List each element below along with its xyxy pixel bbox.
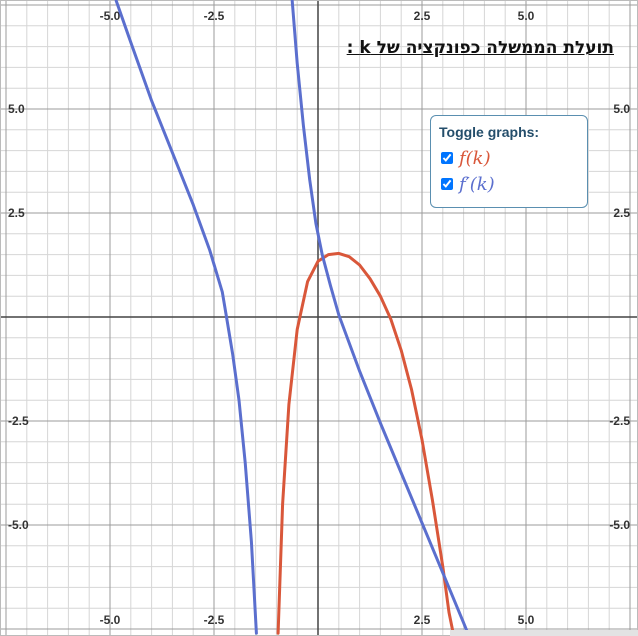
x-tick-label-top: 2.5 [414, 9, 431, 23]
x-tick-label-top: -5.0 [100, 9, 121, 23]
x-tick-label-top: 5.0 [518, 9, 535, 23]
y-tick-label-left: 5.0 [8, 102, 25, 116]
y-tick-label-left: -5.0 [8, 518, 29, 532]
tick-labels: -5.0 -5.0 -2.5 -2.5 2.5 2.5 5.0 5.0 5.0 5.0 2.5 2.5… [8, 9, 630, 627]
curves [114, 0, 470, 635]
legend-title: Toggle graphs: [439, 124, 540, 140]
x-tick-label-bottom: 2.5 [414, 613, 431, 627]
x-tick-label-bottom: -2.5 [204, 613, 225, 627]
x-tick-label-top: -2.5 [204, 9, 225, 23]
series-fprime-line-1 [290, 0, 470, 635]
series-f-line-0 [276, 251, 455, 635]
scrollbar-hint [450, 630, 638, 636]
x-tick-label-bottom: -5.0 [100, 613, 121, 627]
legend-item-fprime[interactable]: f′(k) [439, 171, 579, 197]
y-tick-label-right: -5.0 [609, 518, 630, 532]
y-tick-label-right: -2.5 [609, 414, 630, 428]
chart-title: תועלת הממשלה כפונקציה של k : [346, 38, 614, 58]
series-fprime-line-0 [114, 0, 258, 635]
x-tick-label-bottom: 5.0 [518, 613, 535, 627]
legend-item-f[interactable]: f(k) [439, 145, 579, 171]
toggle-fprime-checkbox[interactable] [441, 178, 453, 190]
y-tick-label-right: 5.0 [613, 102, 630, 116]
toggle-f-checkbox[interactable] [441, 152, 453, 164]
y-tick-label-left: 2.5 [8, 206, 25, 220]
y-tick-label-left: -2.5 [8, 414, 29, 428]
legend-panel: Toggle graphs: f(k) f′(k) [430, 115, 588, 208]
legend-label-f: f(k) [459, 147, 491, 169]
legend-label-fprime: f′(k) [459, 173, 495, 195]
y-tick-label-right: 2.5 [613, 206, 630, 220]
